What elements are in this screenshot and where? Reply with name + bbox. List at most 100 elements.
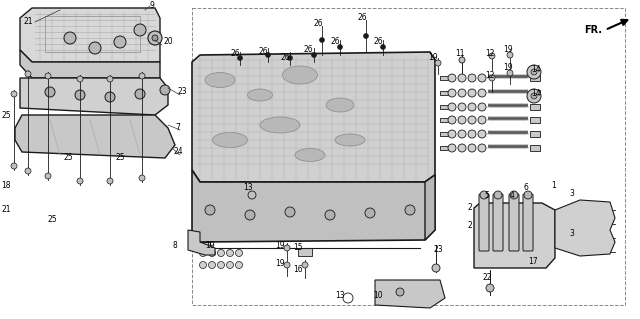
Text: 9: 9 [150, 1, 154, 10]
Circle shape [160, 85, 170, 95]
Circle shape [365, 208, 375, 218]
Circle shape [510, 191, 518, 199]
Text: 26: 26 [280, 54, 290, 63]
Circle shape [11, 91, 17, 97]
Text: 12: 12 [485, 49, 495, 58]
Circle shape [285, 207, 295, 217]
Circle shape [405, 205, 415, 215]
Circle shape [337, 44, 342, 49]
Text: 19: 19 [503, 46, 513, 55]
Text: 26: 26 [230, 49, 240, 58]
Circle shape [237, 56, 243, 61]
Circle shape [468, 74, 476, 82]
Text: 5: 5 [484, 191, 490, 201]
Circle shape [312, 53, 317, 57]
Circle shape [227, 262, 234, 269]
Text: 7: 7 [175, 123, 180, 132]
Circle shape [478, 74, 486, 82]
Bar [196, 242, 210, 252]
Ellipse shape [295, 149, 325, 161]
Text: FR.: FR. [584, 25, 602, 35]
Circle shape [319, 38, 324, 42]
Circle shape [448, 116, 456, 124]
Bar [530, 90, 540, 96]
Circle shape [435, 60, 441, 66]
Circle shape [218, 262, 225, 269]
Circle shape [200, 249, 207, 256]
Text: 25: 25 [47, 216, 57, 225]
Circle shape [325, 210, 335, 220]
Circle shape [458, 144, 466, 152]
FancyBboxPatch shape [523, 194, 533, 251]
Circle shape [478, 116, 486, 124]
Circle shape [107, 178, 113, 184]
Circle shape [494, 191, 502, 199]
Circle shape [284, 245, 290, 251]
Text: 23: 23 [177, 87, 187, 97]
Circle shape [486, 284, 494, 292]
Circle shape [468, 89, 476, 97]
Text: 25: 25 [63, 153, 73, 162]
Circle shape [148, 31, 162, 45]
Text: 19: 19 [275, 241, 285, 250]
Ellipse shape [248, 89, 273, 101]
Text: 22: 22 [483, 273, 492, 283]
Text: 10: 10 [373, 292, 383, 300]
Circle shape [364, 33, 369, 39]
Circle shape [227, 249, 234, 256]
Bar [440, 132, 448, 136]
Circle shape [11, 163, 17, 169]
Text: 26: 26 [303, 46, 313, 55]
Text: 25: 25 [1, 110, 11, 120]
Circle shape [209, 262, 216, 269]
Text: 6: 6 [524, 183, 529, 192]
Circle shape [531, 93, 537, 99]
Bar [440, 76, 448, 80]
Polygon shape [375, 280, 445, 308]
Circle shape [64, 32, 76, 44]
Circle shape [458, 89, 466, 97]
Bar [440, 118, 448, 122]
Text: 23: 23 [433, 246, 443, 255]
Circle shape [531, 69, 537, 75]
Circle shape [236, 262, 243, 269]
Circle shape [478, 103, 486, 111]
Circle shape [448, 89, 456, 97]
Circle shape [139, 73, 145, 79]
Polygon shape [192, 52, 435, 182]
Circle shape [458, 103, 466, 111]
Text: 1: 1 [552, 181, 556, 189]
Text: 16: 16 [293, 265, 303, 275]
Circle shape [527, 65, 541, 79]
Polygon shape [425, 175, 435, 240]
Bar [530, 145, 540, 151]
Circle shape [287, 56, 292, 61]
Circle shape [507, 52, 513, 58]
Text: 26: 26 [258, 48, 268, 56]
Circle shape [205, 205, 215, 215]
Bar [298, 248, 312, 256]
Circle shape [105, 92, 115, 102]
Text: 19: 19 [428, 54, 438, 63]
Circle shape [480, 191, 488, 199]
Circle shape [448, 144, 456, 152]
Circle shape [448, 74, 456, 82]
Text: 4: 4 [509, 191, 515, 201]
Text: 21: 21 [1, 205, 11, 214]
Polygon shape [474, 203, 555, 268]
Bar [530, 117, 540, 123]
Circle shape [448, 103, 456, 111]
Text: 25: 25 [115, 153, 125, 162]
Polygon shape [188, 230, 215, 255]
Text: 11: 11 [455, 48, 465, 57]
Circle shape [89, 42, 101, 54]
Polygon shape [20, 78, 168, 115]
Circle shape [200, 262, 207, 269]
Text: 24: 24 [173, 147, 183, 157]
Circle shape [468, 130, 476, 138]
Text: 14: 14 [531, 65, 541, 75]
Circle shape [458, 116, 466, 124]
Circle shape [458, 74, 466, 82]
Polygon shape [20, 8, 160, 62]
Circle shape [107, 76, 113, 82]
